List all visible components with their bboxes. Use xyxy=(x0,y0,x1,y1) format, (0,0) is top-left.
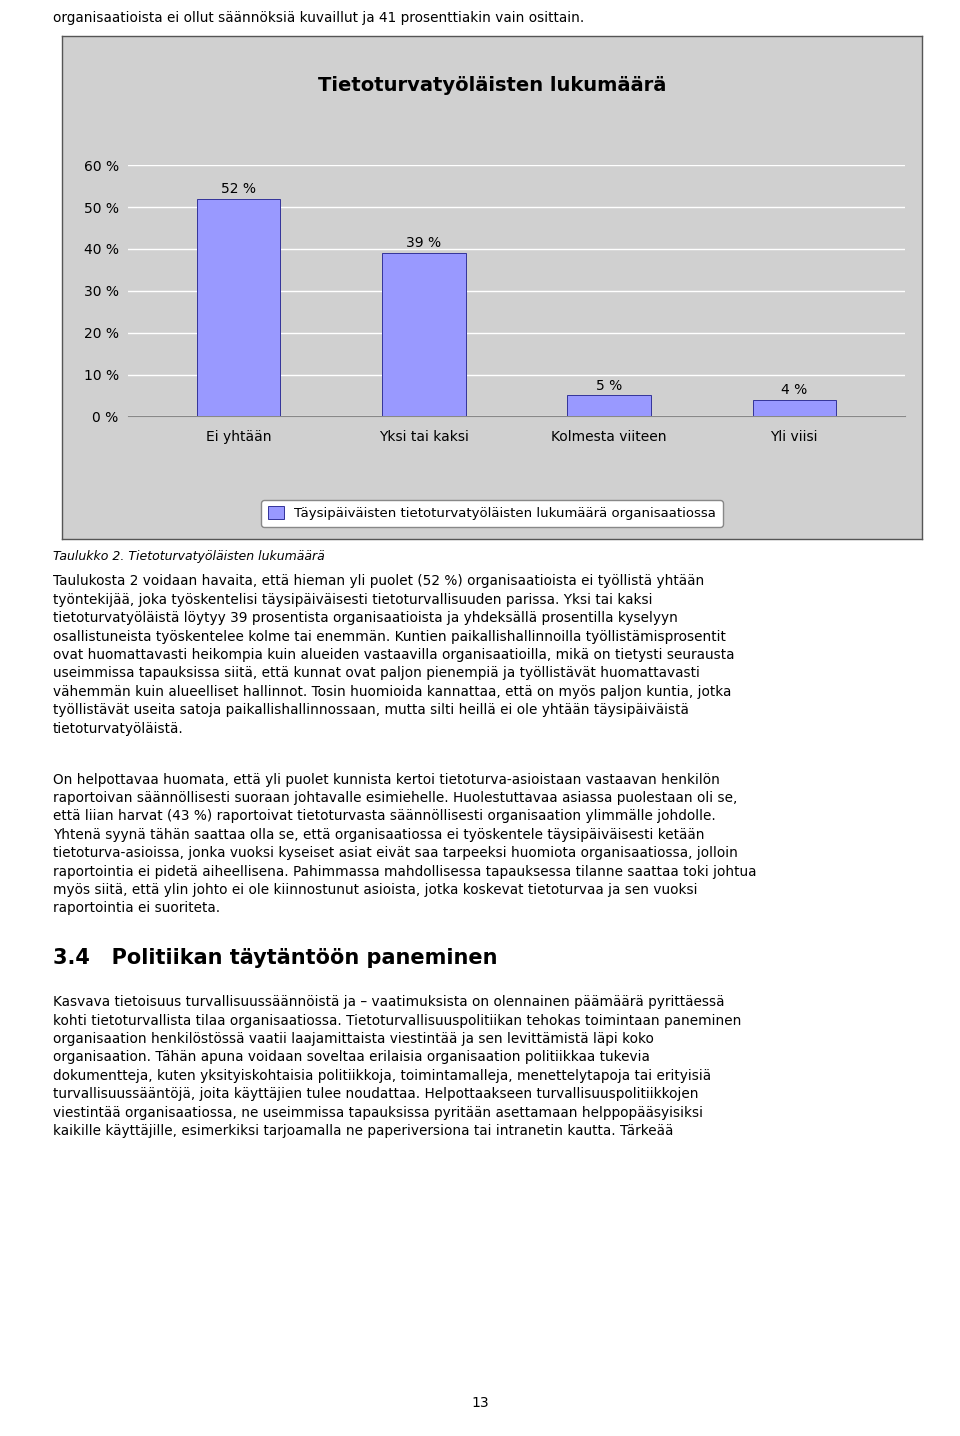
Bar xyxy=(753,399,836,416)
Text: 52 %: 52 % xyxy=(221,182,256,195)
Bar xyxy=(197,198,280,416)
Text: organisaatioista ei ollut säännöksiä kuvaillut ja 41 prosenttiakin vain osittain: organisaatioista ei ollut säännöksiä kuv… xyxy=(53,11,584,26)
Text: 13: 13 xyxy=(471,1396,489,1410)
Text: On helpottavaa huomata, että yli puolet kunnista kertoi tietoturva-asioistaan va: On helpottavaa huomata, että yli puolet … xyxy=(53,773,756,915)
Text: Taulukko 2. Tietoturvatyöläisten lukumäärä: Taulukko 2. Tietoturvatyöläisten lukumää… xyxy=(53,550,324,563)
Text: 4 %: 4 % xyxy=(781,383,807,396)
Text: Taulukosta 2 voidaan havaita, että hieman yli puolet (52 %) organisaatioista ei : Taulukosta 2 voidaan havaita, että hiema… xyxy=(53,574,734,735)
Bar xyxy=(567,395,651,416)
Legend: Täysipäiväisten tietoturvatyöläisten lukumäärä organisaatiossa: Täysipäiväisten tietoturvatyöläisten luk… xyxy=(261,500,723,527)
Text: Kasvava tietoisuus turvallisuussäännöistä ja – vaatimuksista on olennainen päämä: Kasvava tietoisuus turvallisuussäännöist… xyxy=(53,995,741,1137)
Text: 5 %: 5 % xyxy=(596,379,622,392)
Text: 3.4   Politiikan täytäntöön paneminen: 3.4 Politiikan täytäntöön paneminen xyxy=(53,948,497,968)
Bar xyxy=(382,253,466,416)
Text: Tietoturvatyöläisten lukumäärä: Tietoturvatyöläisten lukumäärä xyxy=(318,76,666,95)
Text: 39 %: 39 % xyxy=(406,236,442,250)
